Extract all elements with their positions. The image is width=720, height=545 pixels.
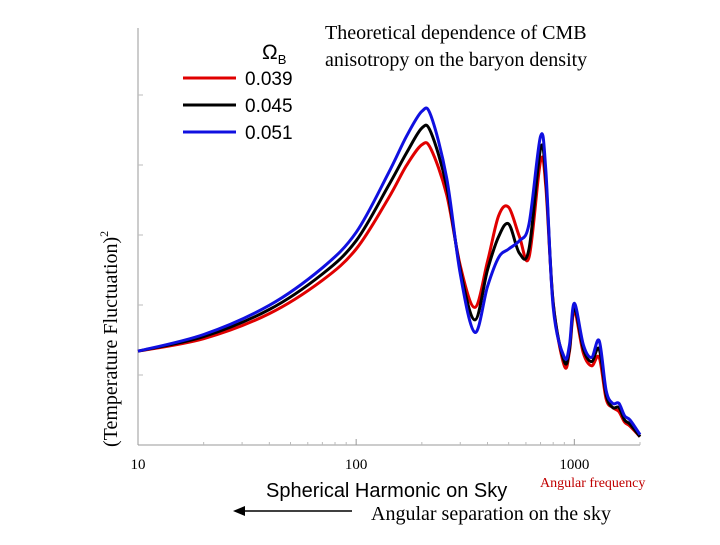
series-line-0.051	[137, 106, 642, 436]
angular-frequency-label: Angular frequency	[540, 476, 645, 491]
legend-title: ΩB	[262, 41, 286, 67]
slide-title-line2: anisotropy on the baryon density	[325, 49, 587, 71]
legend: ΩB 0.039 0.045 0.051	[183, 41, 293, 144]
y-axis-label-text: (Temperature Fluctuation)	[100, 237, 122, 447]
legend-label: 0.039	[245, 69, 293, 90]
y-axis-label-superscript: 2	[97, 231, 111, 237]
slide-title-line1: Theoretical dependence of CMB	[325, 22, 587, 44]
x-tick-label: 1000	[559, 457, 589, 473]
y-axis-label: (Temperature Fluctuation)2	[97, 231, 122, 447]
x-ticks: 10 100 1000	[131, 439, 641, 473]
legend-label: 0.045	[245, 96, 293, 117]
x-tick-label: 10	[131, 457, 146, 473]
series-group	[137, 106, 642, 438]
legend-title-subscript: B	[278, 52, 287, 67]
x-tick-label: 100	[345, 457, 368, 473]
arrow-head-icon	[233, 506, 245, 516]
y-ticks	[138, 94, 143, 376]
legend-label: 0.051	[245, 123, 293, 144]
x-axis-label: Spherical Harmonic on Sky	[266, 480, 507, 502]
angular-separation-label: Angular separation on the sky	[371, 503, 611, 525]
axes	[137, 28, 640, 446]
legend-title-omega: Ω	[262, 41, 278, 64]
